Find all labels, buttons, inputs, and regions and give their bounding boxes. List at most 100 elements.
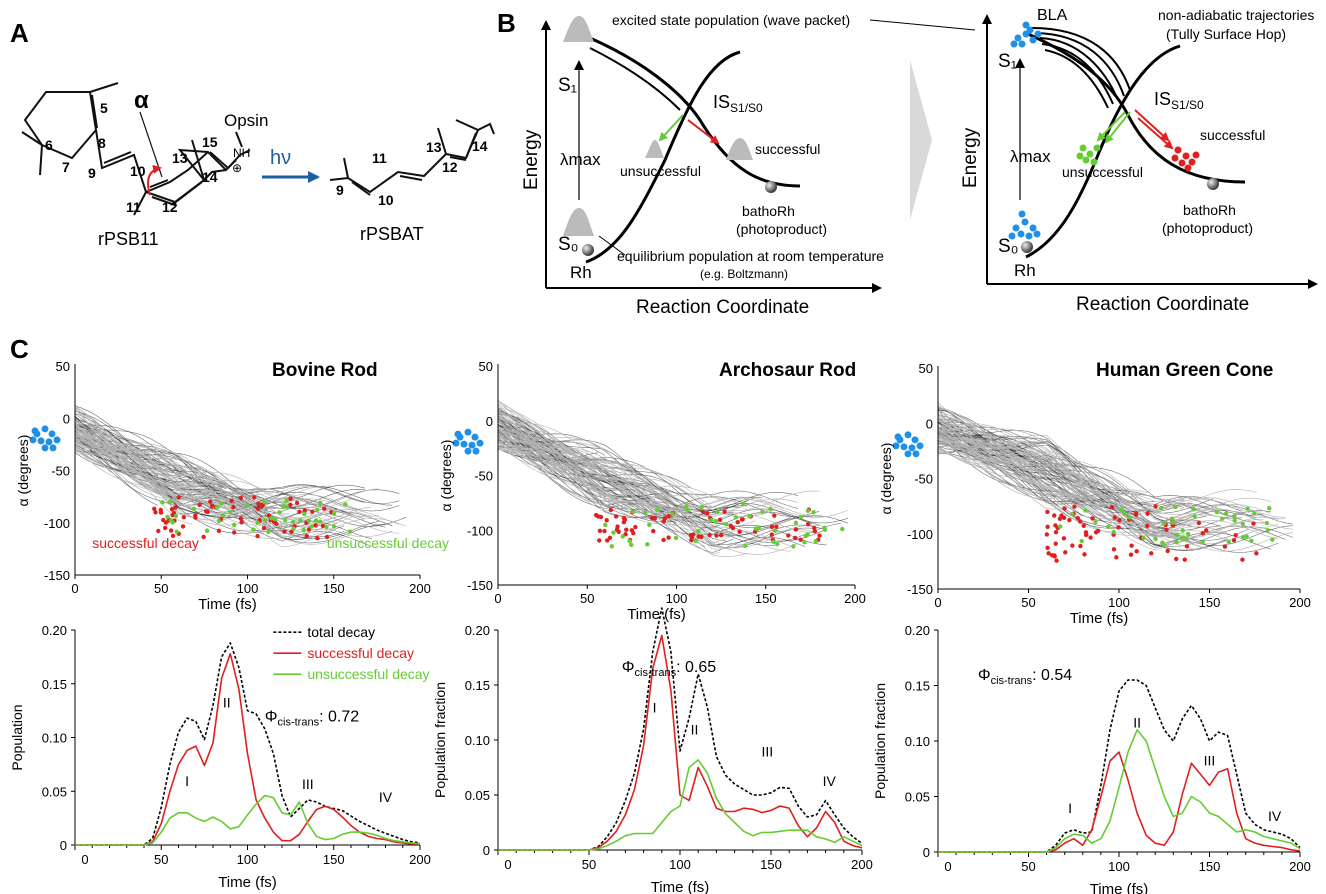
unsuccessful-decay-point: [1153, 536, 1158, 542]
trajectory-line: [74, 431, 352, 509]
start-dot: [45, 438, 53, 446]
successful-decay-point: [1046, 551, 1051, 556]
bla-label: BLA: [1037, 7, 1068, 24]
successful-decay-point: [717, 517, 723, 522]
successful-decay-point: [201, 534, 206, 540]
unsuccessful-decay-point: [309, 524, 314, 529]
start-dot: [912, 450, 920, 458]
trajectory-line: [937, 423, 1264, 516]
trajectory-line: [937, 445, 1221, 551]
atom-number: 15: [202, 134, 218, 150]
s1-label-right: S₁: [998, 51, 1017, 72]
trajectory-line: [74, 406, 352, 545]
transition-arrow: [910, 60, 932, 220]
successful-decay-point: [1165, 548, 1170, 554]
unsuccessful-decay-point: [813, 538, 818, 544]
panel-label-c: C: [10, 334, 29, 364]
y-tick-label: 0.20: [42, 623, 67, 638]
panel-c-charts: 0 50 100 150 200 50 0 -50 -100 -150 Time (fs) α (de…: [9, 359, 1311, 894]
s0-surface: [1025, 44, 1181, 259]
trajectory-line: [74, 446, 338, 540]
unsuccessful-decay-point: [302, 511, 307, 517]
quantum-yield-symbol: Φ: [978, 667, 991, 684]
successful-decay-point: [1109, 504, 1115, 510]
trajectory-line: [937, 427, 1279, 545]
successful-decay-point: [793, 527, 799, 532]
energy-label-left: Energy: [521, 129, 542, 190]
successful-decay-point: [1053, 523, 1058, 528]
equilibrium-population-shape: [563, 208, 594, 236]
successful-decay-point: [662, 516, 668, 521]
panel-b-left: [541, 16, 976, 293]
successful-decay-point: [322, 506, 327, 511]
unsuccessful-decay-point: [218, 501, 224, 506]
successful-decay-point: [255, 533, 260, 539]
start-dot: [41, 425, 49, 433]
trajectory-line: [497, 412, 634, 467]
charge-label: ⊕: [232, 161, 242, 175]
successful-decay-point: [696, 534, 701, 539]
trajectory-line: [937, 446, 1279, 540]
trajectory-line: [937, 429, 1185, 508]
y-tick-label: 0.10: [905, 734, 930, 749]
peak-label: II: [223, 694, 231, 710]
successful-decay-point: [1088, 535, 1093, 540]
successful-decay-point: [769, 532, 775, 537]
trajectory-line: [74, 432, 276, 505]
unsuccessful-decay-point: [620, 534, 625, 539]
unsuccessful-decay-point: [840, 526, 845, 532]
x-tick-label: 150: [1199, 595, 1221, 610]
unsuccessful-label-right: unsuccessful: [1062, 164, 1143, 180]
y-tick-label: 0: [63, 411, 70, 426]
successful-decay-point: [649, 515, 655, 521]
successful-decay-point: [1117, 518, 1122, 523]
unsuccessful-decay-point: [696, 528, 701, 534]
x-tick-label: 100: [1108, 595, 1130, 610]
start-dot: [31, 427, 39, 435]
unsuccessful-decay-point: [1174, 540, 1179, 545]
unsuccessful-decay-point: [301, 528, 306, 533]
y-axis-label: Population fraction: [432, 682, 448, 798]
trajectory-line: [74, 406, 407, 538]
successful-decay-point: [259, 503, 265, 509]
x-tick-label: 0: [494, 591, 501, 606]
atom-number: 12: [162, 199, 178, 215]
successful-decay-point: [1164, 527, 1169, 533]
unsuccessful-decay-point: [1226, 539, 1232, 545]
atom-number: 13: [426, 139, 442, 155]
rpsbat-label: rPSBAT: [360, 224, 424, 244]
successful-decay-point: [163, 525, 168, 531]
successful-decay-point: [1231, 538, 1237, 543]
batho-label-right: bathoRh: [1183, 202, 1236, 218]
atom-number: 12: [442, 159, 458, 175]
atom-numbers-left: 5 6 7 8 9 10 11 12 13 14 15: [45, 100, 218, 215]
y-tick-label: 50: [56, 359, 70, 374]
successful-decay-point: [232, 530, 237, 535]
successful-decay-point: [176, 495, 181, 500]
start-dot: [904, 450, 912, 458]
successful-decay-point: [320, 523, 326, 529]
successful-decay-point: [1053, 529, 1059, 535]
successful-decay-point: [239, 520, 244, 525]
start-dot: [908, 444, 916, 452]
unsuccessful-decay-point: [1185, 531, 1191, 537]
successful-decay-point: [173, 505, 178, 510]
successful-decay-point: [1254, 551, 1259, 556]
is-label-right: ISS1/S0: [1154, 89, 1204, 112]
trajectory-line: [74, 447, 220, 506]
unsuccessful-decay-point: [284, 498, 289, 503]
start-dot: [452, 439, 460, 447]
successful-decay-point: [602, 528, 607, 534]
trajectory-line: [937, 412, 1293, 530]
unsuccessful-decay-point: [1079, 538, 1084, 544]
rotation-arrow: [147, 164, 162, 196]
start-dot: [911, 436, 919, 444]
unsuccessful-decay-point: [174, 529, 179, 535]
unsuccessful-decay-point: [1105, 524, 1111, 530]
decay-points: [1044, 504, 1275, 563]
unsuccessful-decay-point: [283, 518, 288, 523]
atom-number: 11: [372, 150, 387, 166]
successful-arrow: [1137, 117, 1174, 150]
x-tick-label: 150: [755, 591, 777, 606]
y-tick-label: 0.20: [465, 623, 490, 638]
